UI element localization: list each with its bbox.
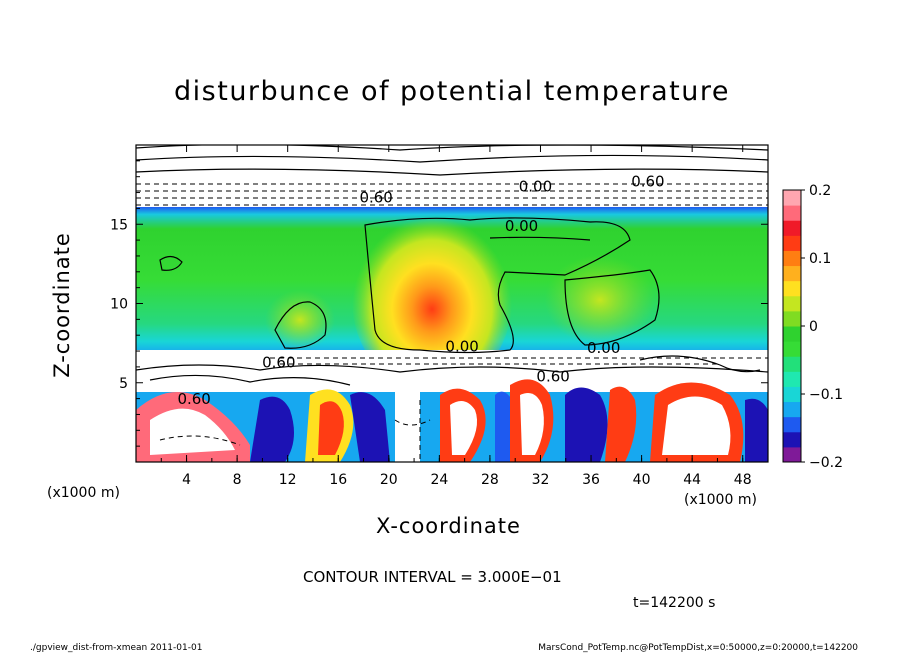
colorbar-segment	[783, 416, 801, 433]
contour-label: 0.60	[177, 390, 210, 408]
contour-label: 0.60	[631, 173, 664, 191]
x-tick-label: 36	[582, 472, 600, 488]
x-tick-label: 28	[481, 472, 499, 488]
y-tick-label: 5	[119, 376, 128, 392]
colorbar-segment	[783, 280, 801, 297]
colorbar-tick-label: 0.2	[809, 183, 831, 199]
colorbar-segment	[783, 446, 801, 463]
x-tick-label: 32	[532, 472, 550, 488]
contour-label: 0.60	[262, 353, 295, 371]
colorbar-segment	[783, 386, 801, 403]
contour-interval: CONTOUR INTERVAL = 3.000E−01	[303, 568, 562, 586]
colorbar-segment	[783, 190, 801, 206]
y-axis-label: Z-coordinate	[50, 232, 74, 378]
colorbar-segment	[783, 220, 801, 236]
x-axis-label: X-coordinate	[376, 514, 521, 538]
contour-label: 0.00	[519, 177, 552, 195]
contour-label: 0.60	[536, 368, 569, 386]
colorbar-segment	[783, 431, 801, 448]
colorbar-segment	[783, 265, 801, 282]
convective-plumes	[136, 379, 768, 462]
colorbar-tick-label: −0.1	[809, 387, 843, 403]
x-tick-label: 4	[182, 472, 191, 488]
x-tick-label: 12	[279, 472, 297, 488]
contour-label: 0.00	[445, 337, 478, 355]
colorbar-tick-label: 0.1	[809, 251, 831, 267]
colorbar	[782, 189, 802, 463]
colorbar-tick-label: 0	[809, 319, 818, 335]
contour-label: 0.60	[359, 188, 392, 206]
colorbar-tick-label: −0.2	[809, 455, 843, 471]
x-tick-label: 44	[683, 472, 701, 488]
x-tick-label: 20	[380, 472, 398, 488]
colorbar-segment	[783, 356, 801, 372]
contour-label: 0.00	[505, 217, 538, 235]
y-tick-label: 10	[110, 297, 128, 313]
x-tick-label: 24	[430, 472, 448, 488]
x-unit-right: (x1000 m)	[684, 492, 757, 508]
x-tick-label: 40	[633, 472, 651, 488]
colorbar-segment	[783, 341, 801, 357]
footer-left: ./gpview_dist-from-xmean 2011-01-01	[30, 643, 203, 653]
x-tick-label: 16	[329, 472, 347, 488]
colorbar-segment	[783, 401, 801, 418]
contour-lines	[136, 145, 768, 386]
colorbar-segment	[783, 250, 801, 267]
colorbar-segment	[783, 371, 801, 387]
x-tick-label: 48	[734, 472, 752, 488]
contour-label: 0.00	[587, 339, 620, 357]
chart-title: disturbunce of potential temperature	[174, 76, 730, 107]
colorbar-segment	[783, 205, 801, 221]
footer-right: MarsCond_PotTemp.nc@PotTempDist,x=0:5000…	[538, 643, 858, 653]
y-tick-label: 15	[110, 217, 128, 233]
colorbar-segment	[783, 235, 801, 251]
x-tick-label: 8	[233, 472, 242, 488]
colorbar-segment	[783, 326, 801, 342]
colorbar-segment	[783, 295, 801, 312]
x-unit-left: (x1000 m)	[47, 485, 120, 501]
colorbar-segment	[783, 310, 801, 327]
timestamp: t=142200 s	[633, 595, 716, 611]
